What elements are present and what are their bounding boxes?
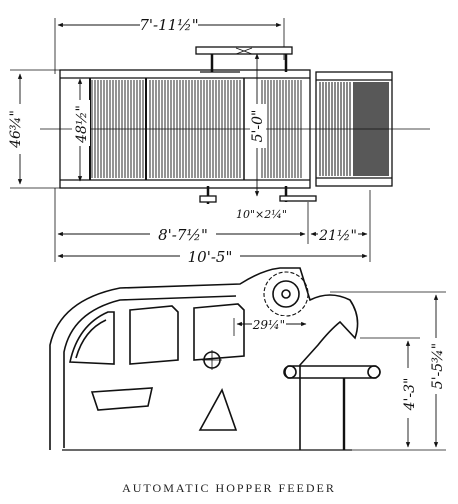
window-middle [129,305,179,365]
window-left [69,311,115,365]
top-shaft-bar [195,46,293,55]
plan-view [10,18,430,262]
label-offset: 29¼" [252,318,285,332]
label-overall-height: 46¾" [8,110,24,149]
figure-caption: AUTOMATIC HOPPER FEEDER [122,481,336,495]
label-top-width: 7'-11½" [139,16,198,34]
label-right-length: 21½" [318,228,357,244]
window-right [193,303,245,361]
label-small-section: 10"×2¼" [236,208,287,221]
cutout-left [90,387,154,411]
drive-wheel-outer [263,271,309,317]
label-center-dim: 5'-0" [250,110,266,143]
label-outer-height: 5'-5¾" [430,343,446,389]
label-belt-width: 48½" [74,105,90,144]
machine-body-outline [49,267,359,450]
label-total-length: 10'-5" [188,248,233,266]
drive-wheel [272,280,300,308]
elevation-view [49,267,446,451]
label-main-length: 8'-7½" [158,226,208,244]
triangle-cutout [198,388,238,431]
label-inner-height: 4'-3" [402,378,418,412]
